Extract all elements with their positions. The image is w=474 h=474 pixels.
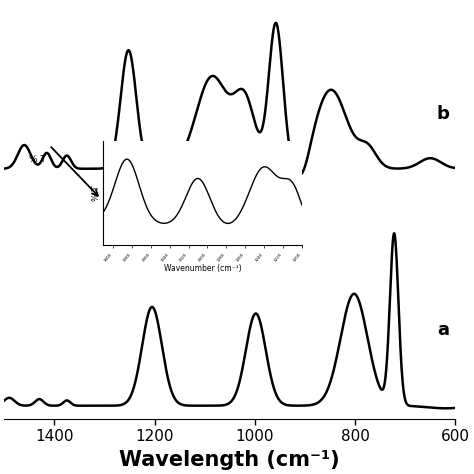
Text: a: a bbox=[437, 321, 449, 339]
Text: b: b bbox=[437, 105, 449, 123]
X-axis label: Wavelength (cm⁻¹): Wavelength (cm⁻¹) bbox=[119, 450, 340, 470]
Text: % T: % T bbox=[29, 155, 46, 164]
